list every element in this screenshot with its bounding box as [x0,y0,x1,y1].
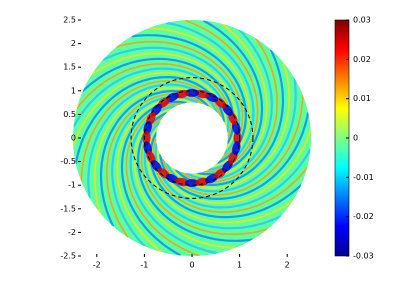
field-stripe [170,62,290,189]
field-stripe [82,57,235,145]
field-stripe [159,112,310,201]
colorbar-tick-label: 0.03 [353,16,371,25]
field-stripe [73,67,230,133]
field-blob [232,141,241,155]
y-tick-label: -1 [68,181,76,190]
y-tick-label: 0.5 [63,110,76,119]
y-tick-label: 0 [71,134,76,143]
dashed-circle [130,77,254,199]
field-stripe [99,89,210,227]
field-stripe [120,100,187,256]
field-stripe [116,98,193,253]
field-stripe [143,121,282,230]
field-stripe [136,111,253,242]
field-stripe [191,23,268,178]
x-tick-label: -1 [140,261,148,270]
field-stripe [162,94,304,196]
field-stripe [165,77,297,193]
field-stripe [149,131,302,219]
colorbar-tick-label: 0.01 [353,94,371,103]
field-stripe [157,130,311,204]
y-tick-label: -2 [68,228,76,237]
y-tick-label: 2 [71,39,76,48]
field-stripe [74,75,225,164]
field-stripe [115,40,244,160]
field-stripe [80,80,222,182]
field-stripe [73,72,227,146]
y-tick-label: -1.5 [60,204,76,213]
y-tick-label: -0.5 [60,157,76,166]
colorbar-tick-label: -0.03 [353,252,374,261]
field-stripe [148,27,251,168]
colorbar-tick-label: -0.02 [353,212,374,221]
field-stripe [125,103,200,256]
field-stripe [154,143,311,209]
field-stripe [152,137,308,213]
x-tick-label: 2 [285,261,290,270]
y-tick-label: 2.5 [63,16,76,25]
field-stripe [180,37,278,183]
field-stripe [129,105,219,255]
field-blob [142,131,151,145]
x-tick-label: 1 [237,261,242,270]
y-tick-label: 1 [71,86,76,95]
field-stripe [111,95,199,248]
colorbar-tick-label: 0 [353,134,358,143]
field-stripe [197,20,264,176]
field-stripe [131,34,248,165]
field-stripe [91,52,238,150]
field-stripe [76,63,232,139]
y-tick-label: 1.5 [63,63,76,72]
field-stripe [184,20,259,173]
domain-outline [156,102,228,174]
field-stripe [174,49,285,187]
y-tick-label: -2.5 [60,252,76,261]
field-stripe [165,21,255,171]
field-stripe [87,83,219,199]
dashed-circle [143,90,241,186]
field-stripe [146,126,293,224]
field-image [73,20,311,256]
x-tick-label: 0 [189,261,194,270]
field-stripe [140,116,269,236]
field-stripe [133,108,236,249]
field-stripe [185,28,273,181]
colorbar-tick-label: -0.01 [353,173,374,182]
colorbar-tick-label: 0.02 [353,55,371,64]
field-stripe [94,87,214,214]
field-stripe [106,93,204,239]
x-tick-label: -2 [93,261,101,270]
field-stripe [102,46,241,155]
